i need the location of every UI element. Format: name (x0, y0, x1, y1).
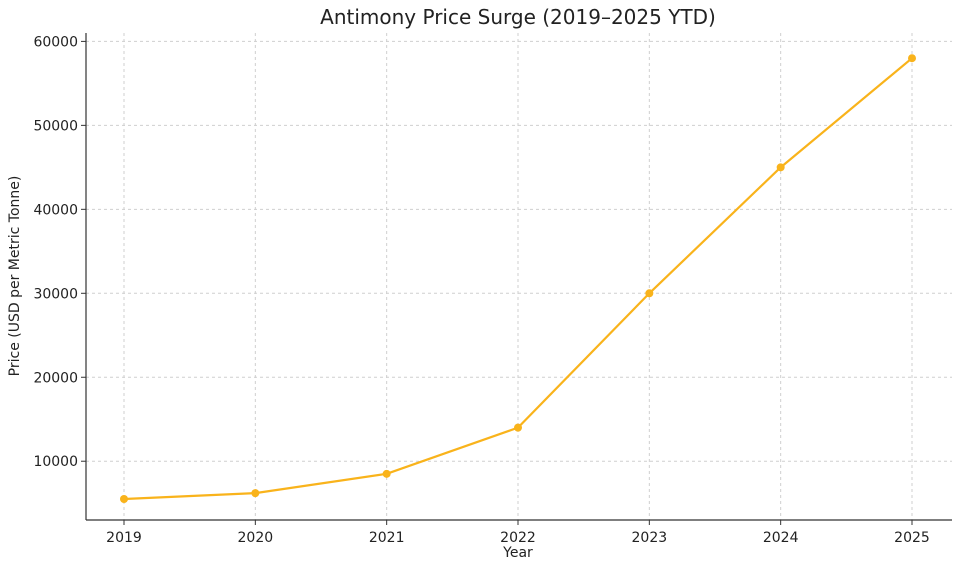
x-tick-label: 2024 (763, 530, 799, 546)
x-tick-label: 2019 (106, 530, 142, 546)
y-tick-label: 40000 (33, 202, 78, 218)
data-point (908, 54, 916, 63)
data-point (514, 423, 522, 432)
y-tick-label: 60000 (33, 34, 78, 50)
grid (86, 33, 952, 520)
data-point (776, 163, 785, 172)
x-tick-label: 2023 (632, 530, 668, 546)
series (120, 54, 916, 504)
axes: 2019 2020 2021 2022 2023 2024 2025 10000 20000 30… (33, 33, 952, 546)
y-tick-label: 30000 (33, 286, 78, 302)
chart-title: Antimony Price Surge (2019–2025 YTD) (320, 5, 716, 29)
x-tick-label: 2021 (369, 530, 405, 546)
x-axis-label: Year (502, 545, 533, 561)
y-axis-label: Price (USD per Metric Tonne) (7, 176, 23, 377)
y-tick-label: 50000 (33, 118, 78, 134)
x-tick-label: 2022 (500, 530, 536, 546)
data-point (382, 469, 391, 478)
y-tick-label: 10000 (33, 454, 78, 470)
data-point (645, 289, 654, 298)
data-point (120, 495, 128, 504)
y-tick-label: 20000 (33, 370, 78, 386)
x-tick-label: 2020 (238, 530, 274, 546)
data-point (251, 489, 260, 498)
x-tick-label: 2025 (894, 530, 930, 546)
